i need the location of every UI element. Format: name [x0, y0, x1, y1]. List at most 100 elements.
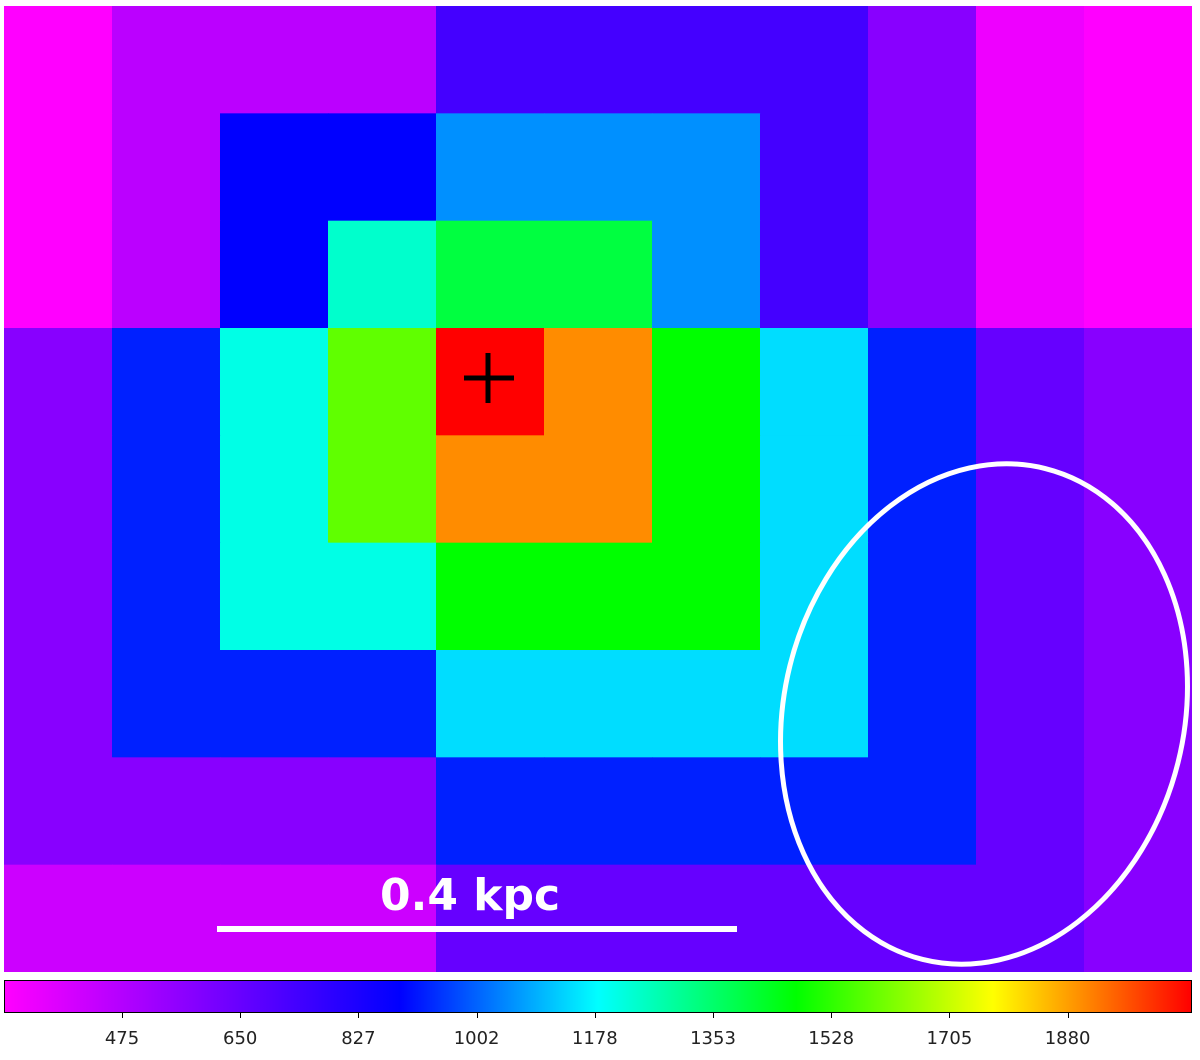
- map-pixel: [868, 650, 977, 758]
- map-pixel: [4, 113, 113, 222]
- map-pixel: [544, 650, 653, 758]
- map-pixel: [976, 864, 1085, 972]
- map-pixel: [868, 542, 977, 651]
- map-pixel: [544, 542, 653, 651]
- scalebar-label: 0.4 kpc: [380, 870, 561, 921]
- map-pixel: [760, 328, 869, 436]
- map-pixel: [112, 864, 221, 972]
- map-canvas: [4, 6, 1192, 972]
- map-pixel: [4, 435, 113, 544]
- colorbar-ticks: 475 650 827 1002 1178 1353 1528 1705 1880: [0, 1012, 1200, 1052]
- map-pixel: [436, 113, 545, 222]
- map-pixel: [652, 6, 761, 114]
- map-pixel: [544, 220, 653, 329]
- map-pixel: [1084, 6, 1192, 114]
- colorbar-tick-label: 827: [341, 1028, 376, 1049]
- map-pixel: [220, 220, 329, 329]
- colorbar-tick-mark: [713, 1012, 714, 1018]
- map-pixel: [4, 650, 113, 758]
- map-pixel: [112, 542, 221, 651]
- map-pixel: [436, 650, 545, 758]
- map-pixel: [652, 113, 761, 222]
- map-pixel: [4, 542, 113, 651]
- map-pixel: [544, 757, 653, 866]
- map-pixel: [436, 542, 545, 651]
- map-pixel: [760, 113, 869, 222]
- map-pixel: [976, 328, 1085, 436]
- map-pixel: [220, 6, 329, 114]
- map-pixel: [652, 435, 761, 544]
- colorbar-tick-label: 1353: [690, 1028, 736, 1049]
- map-pixel: [4, 864, 113, 972]
- map-pixel: [436, 6, 545, 114]
- map-pixel: [220, 542, 329, 651]
- map-pixel: [220, 113, 329, 222]
- map-pixel: [760, 650, 869, 758]
- map-pixel: [652, 650, 761, 758]
- colorbar-tick-mark: [949, 1012, 951, 1018]
- colorbar-tick-label: 1880: [1044, 1028, 1091, 1049]
- colorbar-tick-label: 475: [104, 1028, 140, 1049]
- map-pixel: [328, 650, 437, 758]
- velocity-map: [4, 6, 1192, 972]
- colorbar-tick-mark: [122, 1012, 123, 1018]
- map-pixel: [976, 435, 1085, 544]
- map-pixel: [4, 328, 113, 436]
- map-pixel: [436, 435, 545, 544]
- colorbar: [4, 980, 1192, 1013]
- map-pixel: [652, 864, 761, 972]
- map-pixel: [976, 650, 1085, 758]
- colorbar-tick-mark: [594, 1012, 596, 1018]
- map-pixel: [652, 757, 761, 866]
- map-pixel: [868, 757, 977, 866]
- map-pixel: [112, 650, 221, 758]
- map-pixel: [328, 542, 437, 651]
- colorbar-tick-mark: [476, 1012, 478, 1018]
- map-pixel: [220, 757, 329, 866]
- map-pixel: [976, 113, 1085, 222]
- map-pixel: [544, 6, 653, 114]
- colorbar-tick-label: 650: [223, 1028, 258, 1049]
- map-pixel: [4, 220, 113, 329]
- map-pixel: [868, 113, 977, 222]
- map-pixel: [1084, 220, 1192, 329]
- map-pixel: [328, 757, 437, 866]
- map-pixel: [112, 220, 221, 329]
- map-pixel: [328, 864, 437, 972]
- map-pixel: [652, 220, 761, 329]
- map-pixel: [760, 435, 869, 544]
- map-pixel: [436, 220, 545, 329]
- map-pixel: [976, 542, 1085, 651]
- map-pixel: [112, 757, 221, 866]
- colorbar-tick-mark: [240, 1012, 242, 1018]
- map-pixel: [220, 650, 329, 758]
- map-pixel: [1084, 113, 1192, 222]
- colorbar-tick-mark: [358, 1012, 360, 1018]
- map-pixel: [4, 6, 113, 114]
- map-pixel: [868, 328, 977, 436]
- map-pixel: [1084, 864, 1192, 972]
- beam-ellipse: [778, 461, 1190, 967]
- map-pixel: [220, 328, 329, 436]
- map-pixel: [868, 435, 977, 544]
- map-pixel: [976, 220, 1085, 329]
- map-pixel: [976, 6, 1085, 114]
- map-pixel: [868, 220, 977, 329]
- map-pixel: [328, 220, 437, 329]
- map-pixel: [220, 435, 329, 544]
- map-pixel: [220, 864, 329, 972]
- map-pixel: [1084, 435, 1192, 544]
- map-pixel: [112, 113, 221, 222]
- map-pixel: [544, 435, 653, 544]
- map-pixel: [1084, 650, 1192, 758]
- cross-marker: [464, 353, 514, 403]
- map-pixel: [868, 864, 977, 972]
- map-pixel: [328, 6, 437, 114]
- map-pixel: [1084, 328, 1192, 436]
- map-pixel: [652, 328, 761, 436]
- map-pixel: [544, 864, 653, 972]
- map-pixel: [112, 328, 221, 436]
- map-pixel: [760, 220, 869, 329]
- colorbar-tick-label: 1002: [453, 1028, 500, 1049]
- colorbar-tick-label: 1705: [926, 1028, 973, 1049]
